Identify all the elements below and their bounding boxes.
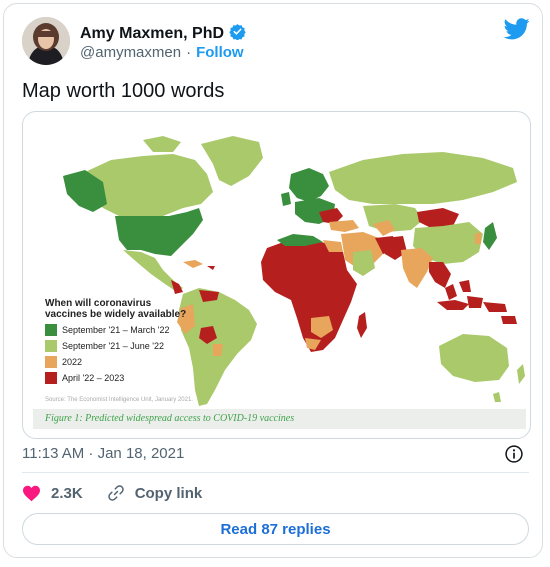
legend-item: April '22 – 2023	[45, 372, 195, 384]
avatar[interactable]	[22, 17, 70, 65]
tweet-timestamp[interactable]: 11:13 AM · Jan 18, 2021	[22, 445, 185, 462]
divider	[22, 472, 529, 473]
legend-title-line1: When will coronavirus	[45, 298, 152, 309]
legend-label: September '21 – March '22	[62, 325, 170, 335]
author-name[interactable]: Amy Maxmen, PhD	[80, 25, 225, 42]
heart-icon[interactable]	[22, 485, 41, 502]
map-source: Source: The Economist Intelligence Unit,…	[45, 397, 193, 403]
separator-dot: ·	[186, 44, 192, 61]
legend-title-line2: vaccines be widely available?	[45, 309, 187, 320]
map-legend: When will coronavirus vaccines be widely…	[45, 298, 195, 384]
author-name-row: Amy Maxmen, PhD	[80, 23, 246, 45]
legend-label: September '21 – June '22	[62, 341, 165, 351]
tweet-card: Amy Maxmen, PhD @amymaxmen · Follow Map …	[3, 3, 543, 558]
legend-label: April '22 – 2023	[62, 373, 125, 383]
world-map	[63, 136, 525, 406]
tweet-actions: 2.3K Copy link	[22, 484, 202, 502]
verified-badge-icon	[229, 23, 246, 45]
copy-link-button[interactable]: Copy link	[134, 484, 203, 502]
twitter-bird-icon[interactable]	[504, 18, 530, 40]
read-replies-button[interactable]: Read 87 replies	[22, 513, 529, 545]
legend-swatch	[45, 340, 57, 352]
legend-item: 2022	[45, 356, 195, 368]
legend-item: September '21 – March '22	[45, 324, 195, 336]
author-handle[interactable]: @amymaxmen	[80, 44, 182, 61]
legend-swatch	[45, 356, 57, 368]
info-icon[interactable]	[504, 444, 524, 464]
legend-swatch	[45, 324, 57, 336]
like-count[interactable]: 2.3K	[51, 484, 83, 502]
figure-caption-bar: Figure 1: Predicted widespread access to…	[33, 409, 526, 429]
link-icon[interactable]	[107, 484, 125, 502]
tweet-text: Map worth 1000 words	[22, 80, 225, 102]
figure-caption: Figure 1: Predicted widespread access to…	[45, 413, 295, 424]
follow-button[interactable]: Follow	[196, 44, 244, 61]
tweet-media-map[interactable]: When will coronavirus vaccines be widely…	[22, 111, 531, 439]
legend-swatch	[45, 372, 57, 384]
author-handle-row: @amymaxmen · Follow	[80, 44, 244, 61]
legend-item: September '21 – June '22	[45, 340, 195, 352]
legend-label: 2022	[62, 357, 83, 367]
